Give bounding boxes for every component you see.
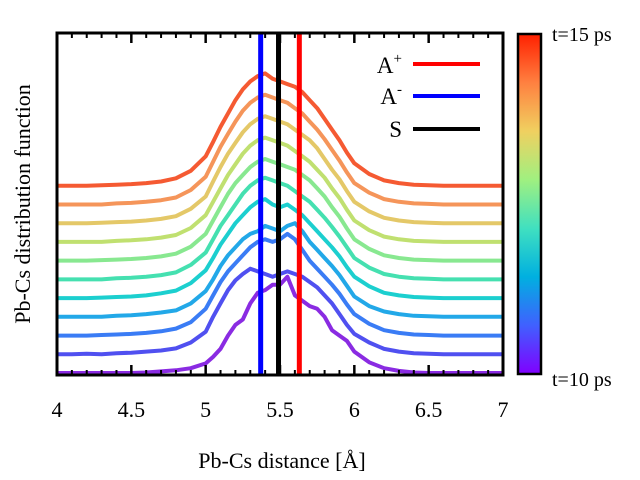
x-tick-label: 7 [498,397,509,422]
x-tick-label: 5.5 [266,397,294,422]
reference-lines-group [258,33,302,375]
x-tick-labels: 4 4.5 5 5.5 6 6.5 7 [52,397,509,422]
legend-label-a-minus: A- [380,82,402,109]
x-tick-label: 6 [349,397,360,422]
x-ticks-group [55,33,505,375]
colorbar: t=15 ps t=10 ps [516,24,612,391]
x-tick-label: 5 [200,397,211,422]
x-axis-label: Pb-Cs distance [Å] [198,448,365,473]
colorbar-gradient [516,32,543,376]
legend: A+ A- S [377,51,480,142]
y-axis-label: Pb-Cs distribution function [10,84,35,324]
x-tick-label: 4.5 [118,397,146,422]
colorbar-top-label: t=15 ps [552,24,612,46]
x-tick-label: 6.5 [415,397,443,422]
legend-label-a-plus: A+ [377,51,402,78]
x-tick-label: 4 [52,397,63,422]
colorbar-bottom-label: t=10 ps [552,369,612,391]
legend-label-s: S [389,117,402,142]
